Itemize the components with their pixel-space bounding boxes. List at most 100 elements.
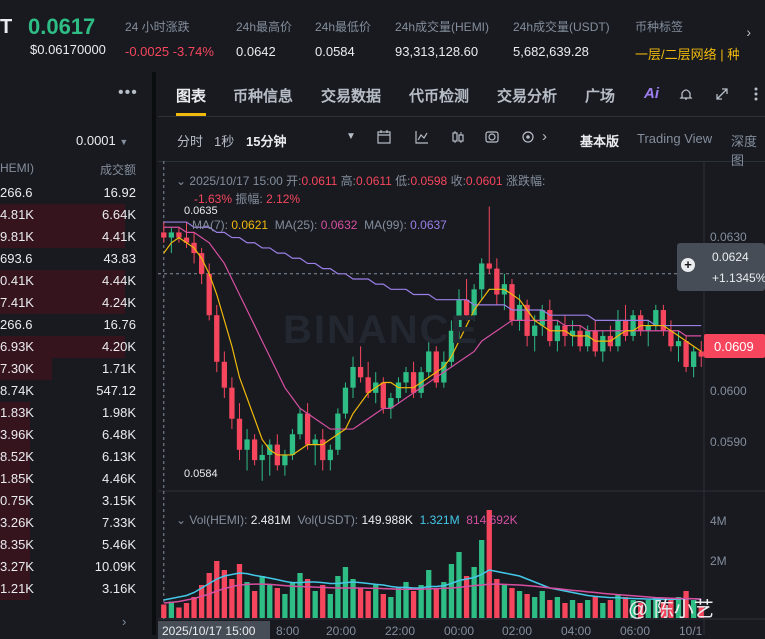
indicator-icon[interactable] [414, 129, 430, 145]
chart-tabs: 图表 币种信息 交易数据 代币检测 交易分析 广场 Ai [158, 72, 765, 117]
vol-usdt-value: 149.988K [361, 513, 413, 527]
tab-trade-analysis[interactable]: 交易分析 [497, 88, 558, 105]
tab-token-check[interactable]: 代币检测 [409, 88, 470, 105]
volume-bar [638, 603, 644, 618]
interval-1s[interactable]: 1秒 [214, 134, 235, 149]
candle-body [342, 387, 349, 414]
ma99-value: 0.0637 [410, 218, 447, 232]
view-tradingview[interactable]: Trading View [637, 131, 713, 146]
volume-bar [645, 600, 651, 618]
row-total: 3.15K [102, 493, 136, 508]
add-alert-icon[interactable]: + [681, 258, 695, 272]
vol-hemi-label: Vol(HEMI): [189, 513, 248, 527]
order-book-row[interactable]: 8.74K 547.12 [0, 380, 152, 402]
depth-bar [0, 490, 30, 512]
order-book-row[interactable]: 9.81K 4.41K [0, 226, 152, 248]
volume-bar [289, 582, 296, 618]
order-book-row[interactable]: 0.75K 3.15K [0, 490, 152, 512]
calendar-icon[interactable] [376, 129, 392, 145]
tab-trading-data[interactable]: 交易数据 [321, 88, 382, 105]
candle-style-icon[interactable] [450, 129, 466, 145]
stat-24h-volume-base: 24h成交量(HEMI) 93,313,128.60 [395, 18, 489, 59]
row-amount: 8.35K [0, 537, 34, 552]
candle-body [380, 382, 386, 409]
ma-legend: MA(7): 0.0621 MA(25): 0.0632 MA(99): 0.0… [192, 218, 447, 232]
volume-axis-label: 4M [710, 514, 727, 528]
volume-bar [554, 597, 561, 618]
open-value: 0.0611 [301, 174, 338, 188]
more-options-icon[interactable]: ••• [118, 84, 138, 101]
interval-timeline[interactable]: 分时 [177, 134, 204, 149]
row-amount: 0.75K [0, 493, 34, 508]
row-total: 4.24K [102, 295, 136, 310]
volume-bar [577, 603, 583, 618]
order-book-row[interactable]: 1.85K 4.46K [0, 468, 152, 490]
ai-icon[interactable]: Ai [644, 85, 659, 102]
order-book-row[interactable]: 6.93K 4.20K [0, 336, 152, 358]
order-book-row[interactable]: 1.21K 3.16K [0, 578, 152, 600]
order-book-row[interactable]: 3.27K 10.09K [0, 556, 152, 578]
depth-bar [0, 534, 30, 556]
order-book-row[interactable]: 8.35K 5.46K [0, 534, 152, 556]
volume-bar [229, 579, 235, 618]
chevron-right-icon[interactable]: › [542, 128, 547, 145]
volume-bar [456, 552, 462, 618]
candle-body [471, 289, 477, 316]
candle-body [206, 273, 212, 316]
col-header-amount: HEMI) [0, 161, 34, 175]
chevron-right-icon[interactable]: › [746, 24, 751, 40]
camera-icon[interactable] [520, 129, 536, 145]
volume-bar [532, 597, 538, 618]
view-depth[interactable]: 深度图 [731, 134, 758, 168]
candle-body [456, 299, 462, 331]
volume-bar [600, 603, 606, 618]
row-total: 16.76 [103, 317, 136, 332]
bell-icon[interactable] [678, 86, 694, 102]
order-book-row[interactable]: 7.30K 1.71K [0, 358, 152, 380]
stat-24h-high: 24h最高价 0.0642 [236, 18, 292, 59]
close-value: 0.0601 [465, 174, 503, 188]
depth-bar [0, 424, 30, 446]
chevron-right-icon[interactable]: › [122, 614, 127, 629]
order-book-row[interactable]: 3.26K 7.33K [0, 512, 152, 534]
order-book-row[interactable]: 1.83K 1.98K [0, 402, 152, 424]
more-vertical-icon[interactable] [748, 86, 764, 102]
collapse-icon[interactable]: ⌄ [176, 513, 187, 527]
volume-bar [282, 594, 288, 618]
candle-body [335, 413, 341, 450]
price-axis-label: 0.0590 [710, 435, 747, 449]
tab-chart[interactable]: 图表 [176, 88, 207, 105]
pair-name[interactable]: T [0, 16, 13, 38]
collapse-icon[interactable]: ⌄ [176, 174, 187, 188]
interval-15m[interactable]: 15分钟 [246, 134, 287, 149]
settings-icon[interactable] [484, 129, 500, 145]
stat-24h-volume-quote: 24h成交量(USDT) 5,682,639.28 [513, 18, 610, 59]
order-book-row[interactable]: 4.81K 6.64K [0, 204, 152, 226]
row-amount: 7.41K [0, 295, 34, 310]
order-book-row[interactable]: 266.6 16.92 [0, 182, 152, 204]
order-book: ••• 0.0001 ▼ HEMI) 成交额 266.6 16.92 4.81K 6.… [0, 72, 156, 635]
row-amount: 0.41K [0, 273, 34, 288]
order-book-row[interactable]: 8.52K 6.13K [0, 446, 152, 468]
order-book-row[interactable]: 7.41K 4.24K [0, 292, 152, 314]
order-book-row[interactable]: 266.6 16.76 [0, 314, 152, 336]
low-label: 低: [395, 174, 411, 188]
interval-dropdown-icon[interactable]: ▼ [346, 131, 356, 142]
order-book-row[interactable]: 693.6 43.83 [0, 248, 152, 270]
tab-token-info[interactable]: 币种信息 [233, 88, 294, 105]
candle-body [494, 268, 500, 295]
volume-bar [592, 597, 598, 618]
row-total: 547.12 [96, 383, 136, 398]
volume-bar [373, 585, 379, 618]
tick-size-select[interactable]: 0.0001 ▼ [76, 133, 128, 148]
view-basic[interactable]: 基本版 [580, 134, 620, 149]
candlestick-chart[interactable] [158, 161, 765, 635]
expand-icon[interactable] [714, 86, 730, 102]
order-book-row[interactable]: 3.96K 6.48K [0, 424, 152, 446]
tab-square[interactable]: 广场 [585, 88, 616, 105]
candle-body [547, 310, 553, 342]
volume-bar [683, 591, 689, 618]
volume-bar [168, 601, 175, 618]
order-book-row[interactable]: 0.41K 4.44K [0, 270, 152, 292]
token-tag-link[interactable]: 一层/二层网络 | 种 [635, 47, 739, 62]
